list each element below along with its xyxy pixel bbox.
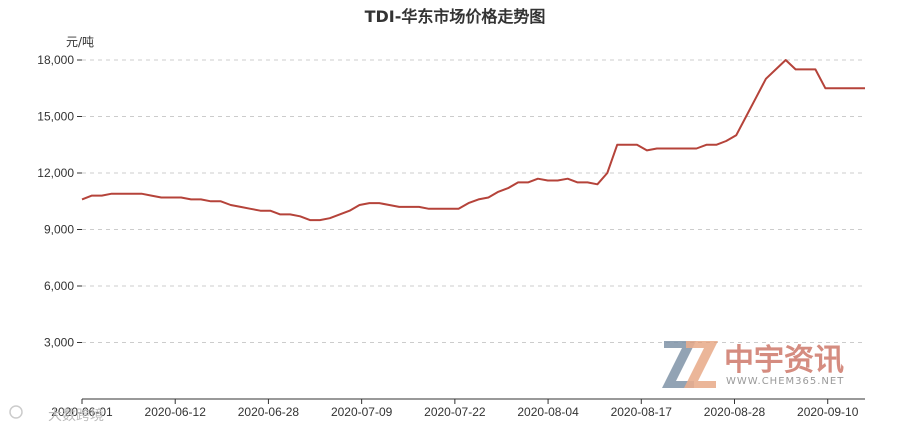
corner-watermark: 大数跨境 [9, 405, 104, 424]
y-tick-label: 12,000 [37, 166, 74, 180]
watermark-brand: 中宇资讯 [724, 343, 844, 378]
x-tick-label: 2020-08-17 [611, 405, 673, 419]
x-tick-label: 2020-08-04 [517, 405, 579, 419]
x-tick-label: 2020-07-09 [331, 405, 393, 419]
x-tick-label: 2020-06-12 [145, 405, 207, 419]
chart-title: TDI-华东市场价格走势图 [365, 7, 546, 26]
x-tick-label: 2020-06-28 [238, 405, 300, 419]
x-tick-label: 2020-06-01 [51, 405, 113, 419]
y-tick-label: 9,000 [44, 223, 74, 237]
price-series-line [81, 59, 865, 222]
y-tick-label: 3,000 [44, 336, 74, 350]
chem365-watermark: 中宇资讯 WWW.CHEM365.NET [662, 341, 844, 388]
x-axis-ticks: 2020-06-01 2020-06-12 2020-06-28 2020-07-09… [51, 399, 859, 419]
x-tick-label: 2020-07-22 [424, 405, 486, 419]
gridlines [82, 59, 865, 343]
corner-logo-icon [9, 405, 23, 419]
x-tick-label: 2020-08-28 [704, 405, 766, 419]
y-tick-label: 15,000 [37, 110, 74, 124]
y-tick-label: 18,000 [37, 53, 74, 67]
y-axis-ticks: 3,000 6,000 9,000 12,000 15,000 18,000 [37, 53, 82, 350]
watermark-url: WWW.CHEM365.NET [726, 376, 844, 387]
zz-logo-icon [662, 341, 718, 388]
corner-watermark-text: 大数跨境 [48, 408, 104, 424]
y-axis-unit-label: 元/吨 [66, 35, 94, 49]
y-tick-label: 6,000 [44, 279, 74, 293]
x-tick-label: 2020-09-10 [797, 405, 859, 419]
